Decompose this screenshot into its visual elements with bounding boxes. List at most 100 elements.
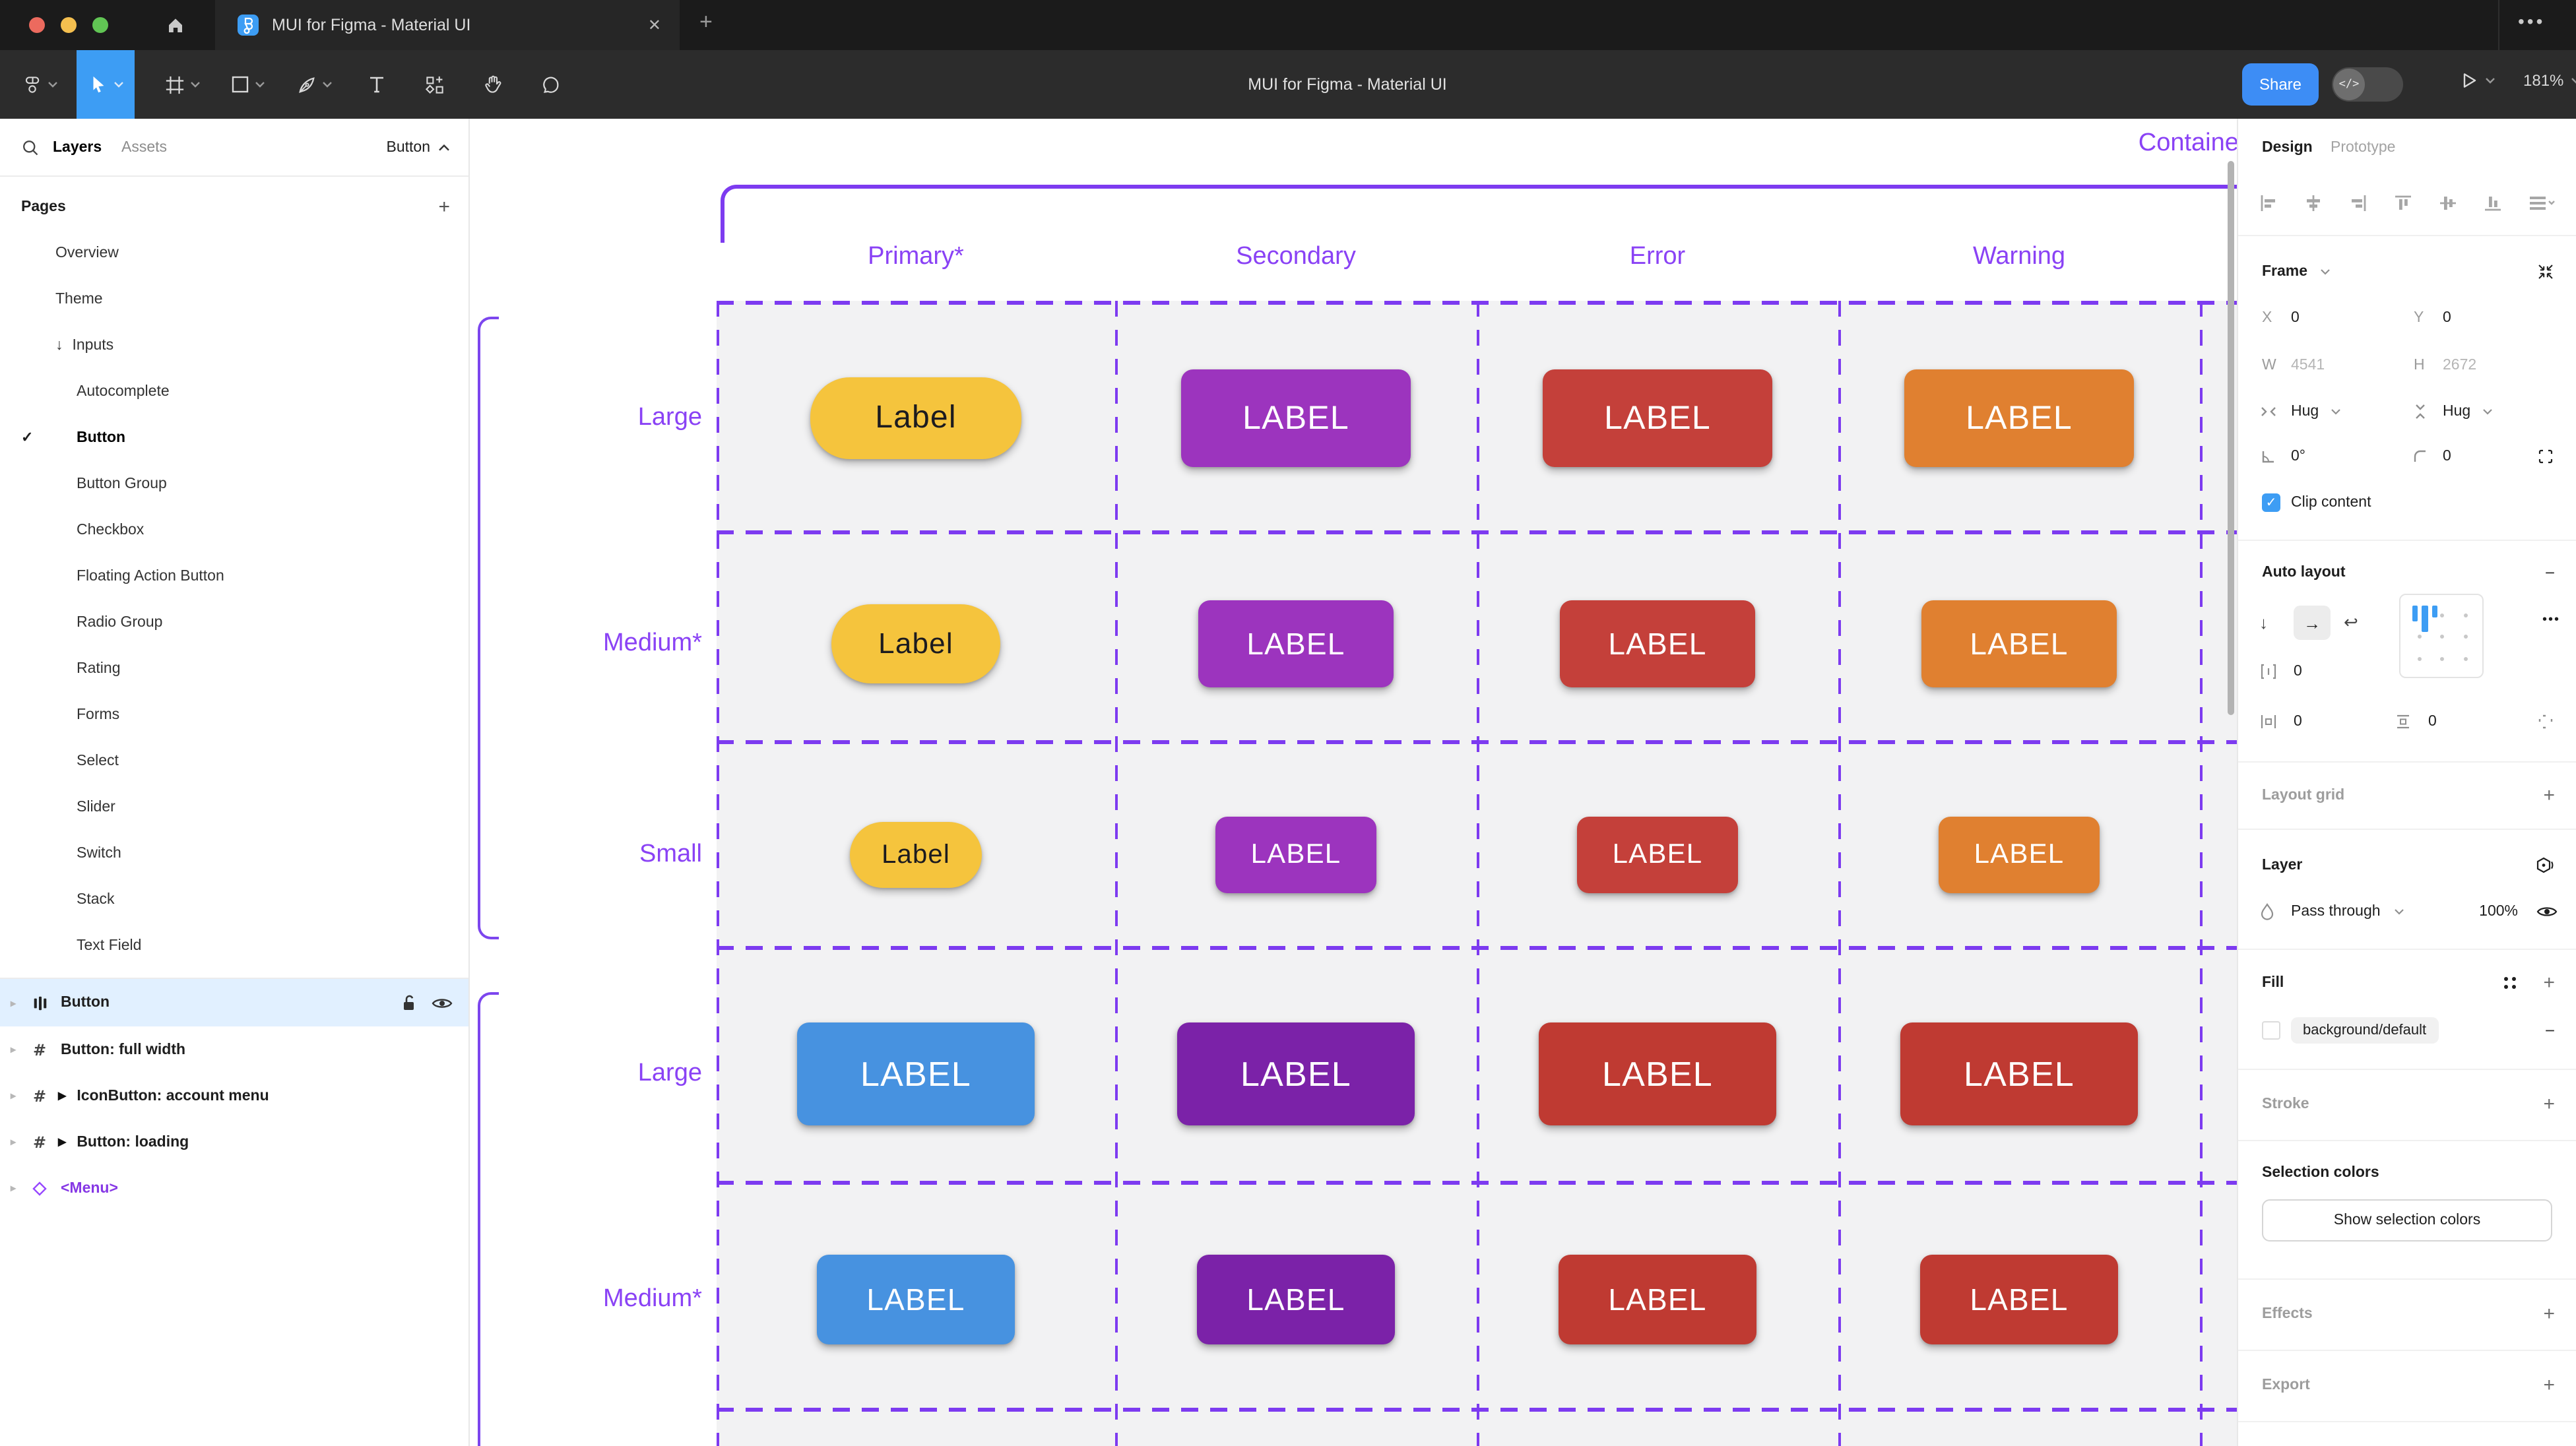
traffic-close-button[interactable] <box>29 17 45 33</box>
sidebar-page-item[interactable]: Radio Group <box>0 600 468 646</box>
distribute-icon[interactable] <box>2528 194 2555 212</box>
window-more-icon[interactable]: ••• <box>2518 11 2546 32</box>
close-tab-icon[interactable]: ✕ <box>647 16 661 34</box>
canvas-button[interactable]: LABEL <box>1900 1022 2138 1125</box>
hug-h-value[interactable]: Hug <box>2291 404 2319 420</box>
auto-layout-more-icon[interactable]: ••• <box>2542 613 2560 627</box>
layer-row[interactable]: ▸ # Button: full width <box>0 1026 468 1073</box>
shape-tool-button[interactable] <box>222 50 274 119</box>
canvas-button[interactable]: Label <box>850 822 982 888</box>
show-selection-colors-button[interactable]: Show selection colors <box>2262 1199 2552 1242</box>
canvas-button[interactable]: LABEL <box>1559 1255 1756 1344</box>
vertical-padding-value[interactable]: 0 <box>2428 714 2437 730</box>
sidebar-page-item[interactable]: Stack <box>0 877 468 924</box>
canvas-button[interactable]: LABEL <box>1939 817 2100 893</box>
add-effect-icon[interactable]: + <box>2543 1303 2555 1325</box>
search-icon[interactable] <box>21 139 40 164</box>
w-value[interactable]: 4541 <box>2291 358 2325 373</box>
sidebar-page-item[interactable]: Rating <box>0 646 468 693</box>
canvas-button[interactable]: LABEL <box>1560 600 1755 687</box>
corner-radius-value[interactable]: 0 <box>2443 449 2451 464</box>
fill-color-swatch[interactable] <box>2262 1021 2280 1040</box>
sidebar-page-item[interactable]: Switch <box>0 831 468 877</box>
expand-caret-icon[interactable]: ▸ <box>11 1044 16 1055</box>
canvas-button[interactable]: LABEL <box>1215 817 1376 893</box>
remove-auto-layout-icon[interactable]: − <box>2544 563 2555 582</box>
frame-tool-button[interactable] <box>156 50 209 119</box>
canvas-button[interactable]: LABEL <box>1181 369 1411 467</box>
direction-horizontal-icon[interactable]: → <box>2294 606 2331 640</box>
layer-row[interactable]: ▸ # ▶ Button: loading <box>0 1119 468 1165</box>
instance-expand-icon[interactable]: ▶ <box>58 1090 67 1102</box>
opacity-value[interactable]: 100% <box>2479 904 2518 920</box>
rotation-value[interactable]: 0° <box>2291 449 2305 464</box>
zoom-menu[interactable]: 181% <box>2523 71 2576 90</box>
visibility-eye-icon[interactable] <box>2536 904 2558 919</box>
independent-padding-icon[interactable] <box>2536 712 2555 731</box>
add-fill-icon[interactable]: + <box>2543 972 2555 994</box>
traffic-minimize-button[interactable] <box>61 17 77 33</box>
text-tool-button[interactable] <box>356 50 396 119</box>
y-value[interactable]: 0 <box>2443 310 2451 326</box>
canvas-button[interactable]: LABEL <box>1904 369 2134 467</box>
add-layout-grid-icon[interactable]: + <box>2543 784 2555 807</box>
sidebar-page-item[interactable]: Button Group <box>0 462 468 508</box>
canvas-scrollbar[interactable] <box>2228 161 2234 715</box>
canvas-button[interactable]: Label <box>831 604 1000 683</box>
unlock-icon[interactable] <box>401 993 418 1012</box>
x-value[interactable]: 0 <box>2291 310 2300 326</box>
present-button[interactable] <box>2460 71 2496 90</box>
direction-vertical-icon[interactable]: ↓ <box>2259 613 2268 633</box>
canvas-button[interactable]: LABEL <box>1198 600 1394 687</box>
canvas-button[interactable]: LABEL <box>1197 1255 1395 1344</box>
hug-v-value[interactable]: Hug <box>2443 404 2471 420</box>
dev-mode-toggle[interactable]: </> <box>2332 67 2403 102</box>
frame-section-title[interactable]: Frame <box>2262 264 2308 280</box>
canvas-button[interactable]: LABEL <box>1177 1022 1415 1125</box>
canvas-button[interactable]: LABEL <box>817 1255 1015 1344</box>
main-menu-button[interactable] <box>16 50 63 119</box>
canvas-button[interactable]: LABEL <box>797 1022 1035 1125</box>
new-tab-icon[interactable]: + <box>699 9 713 34</box>
expand-caret-icon[interactable]: ▸ <box>11 1182 16 1194</box>
align-left-icon[interactable] <box>2259 194 2278 212</box>
sidebar-page-item[interactable]: Text Field <box>0 924 468 970</box>
canvas-button[interactable]: LABEL <box>1543 369 1772 467</box>
canvas-button[interactable]: LABEL <box>1920 1255 2118 1344</box>
share-button[interactable]: Share <box>2242 63 2319 106</box>
layer-row[interactable]: ▸ Button <box>0 979 468 1026</box>
traffic-zoom-button[interactable] <box>92 17 108 33</box>
align-right-icon[interactable] <box>2349 194 2367 212</box>
sidebar-page-item[interactable]: ↓ Inputs <box>0 323 468 369</box>
auto-layout-alignment-pad[interactable] <box>2399 594 2484 678</box>
align-h-center-icon[interactable] <box>2304 194 2323 212</box>
file-tab[interactable]: MUI for Figma - Material UI ✕ <box>215 0 680 50</box>
canvas-button[interactable]: LABEL <box>1539 1022 1776 1125</box>
fill-token[interactable]: background/default <box>2291 1017 2439 1044</box>
add-page-icon[interactable]: + <box>438 196 450 218</box>
sidebar-page-item[interactable]: ✓ Button <box>0 416 468 462</box>
hand-tool-button[interactable] <box>470 50 515 119</box>
move-tool-button[interactable] <box>77 50 135 119</box>
sidebar-page-item[interactable]: Checkbox <box>0 508 468 554</box>
sidebar-page-item[interactable]: Floating Action Button <box>0 554 468 600</box>
resize-to-fit-icon[interactable] <box>2536 263 2555 281</box>
tab-layers[interactable]: Layers <box>53 140 102 156</box>
instance-expand-icon[interactable]: ▶ <box>58 1136 67 1148</box>
section-title[interactable]: Contained <box>2138 129 2237 157</box>
clip-content-checkbox[interactable]: ✓ <box>2262 493 2280 512</box>
canvas-button[interactable]: LABEL <box>1577 817 1738 893</box>
home-icon[interactable] <box>164 13 187 37</box>
gap-value[interactable]: 0 <box>2294 664 2302 679</box>
collapse-arrow-icon[interactable]: ↓ <box>55 338 63 354</box>
layer-row[interactable]: ▸ <Menu> <box>0 1165 468 1211</box>
canvas[interactable]: Contained Primary* Secondary Error Warning La… <box>470 119 2237 1446</box>
blend-mode-value[interactable]: Pass through <box>2291 904 2381 920</box>
remove-fill-icon[interactable]: − <box>2544 1021 2555 1040</box>
h-value[interactable]: 2672 <box>2443 358 2477 373</box>
tab-assets[interactable]: Assets <box>121 140 168 156</box>
add-stroke-icon[interactable]: + <box>2543 1093 2555 1116</box>
sidebar-page-item[interactable]: Theme <box>0 277 468 323</box>
layer-row[interactable]: ▸ # ▶ IconButton: account menu <box>0 1073 468 1119</box>
sidebar-page-item[interactable]: Overview <box>0 231 468 277</box>
